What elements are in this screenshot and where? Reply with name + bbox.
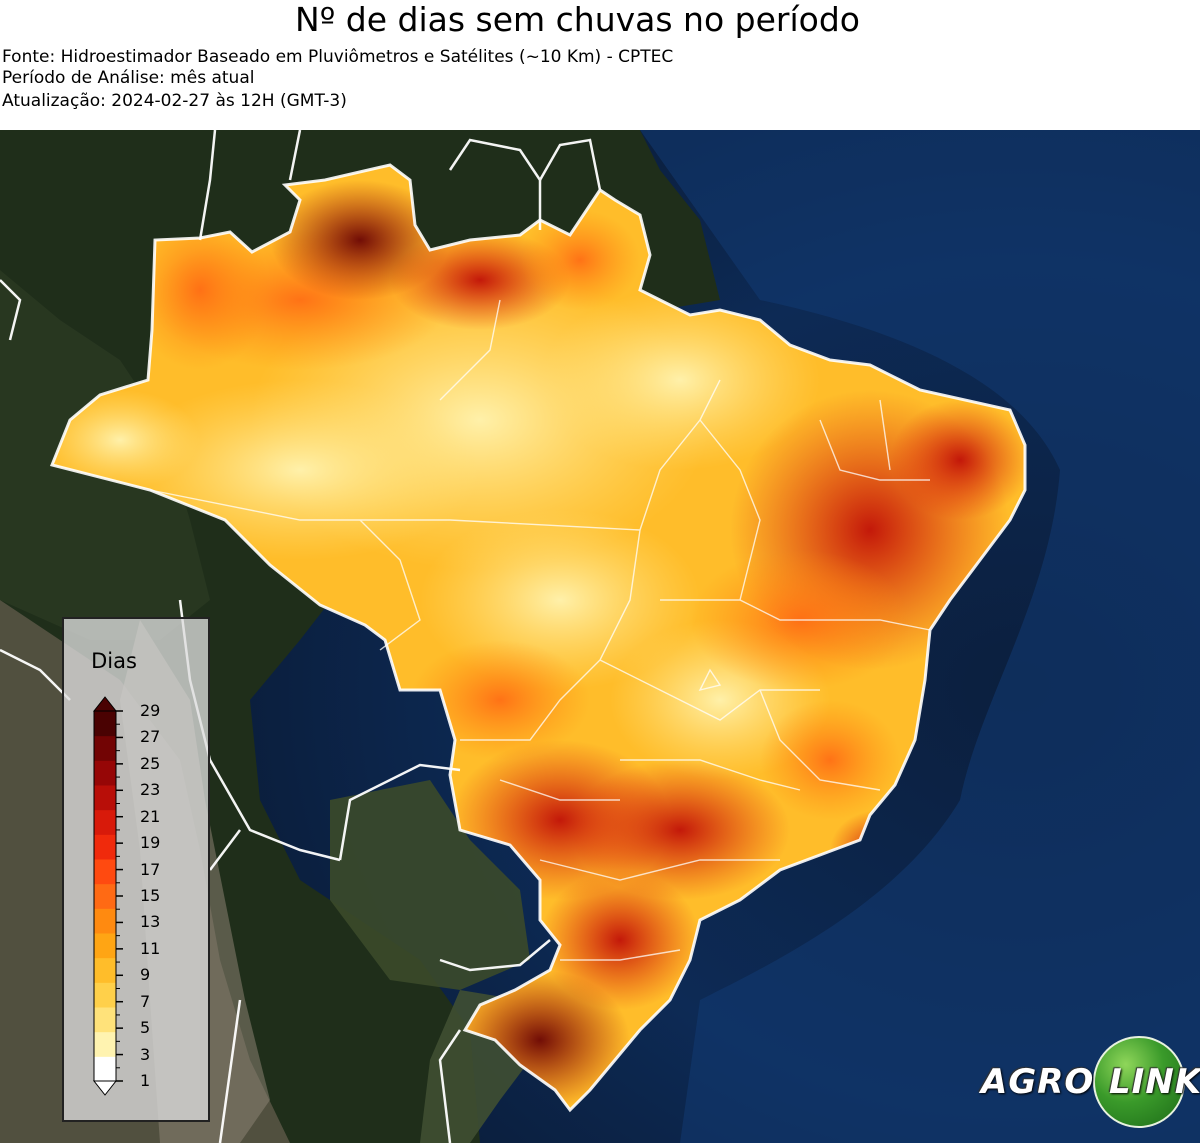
- colorbar-tick-label: 15: [140, 886, 161, 905]
- colorbar-tick-label: 19: [140, 833, 161, 853]
- colorbar-segment: [94, 809, 116, 835]
- legend-title: Dias: [91, 649, 137, 673]
- map-title: Nº de dias sem chuvas no período: [295, 0, 860, 39]
- colorbar-segment: [94, 1056, 116, 1082]
- colorbar-min-arrow: [92, 1080, 118, 1096]
- colorbar-tick-label: 21: [140, 806, 161, 826]
- colorbar-tick-label: 13: [140, 912, 161, 932]
- colorbar-tick-label: 27: [140, 727, 161, 747]
- map-svg: [0, 130, 1200, 1143]
- colorbar-tick-label: 29: [140, 701, 161, 720]
- colorbar-tick-label: 3: [140, 1044, 151, 1064]
- color-legend: Dias 29 27 25 23 21 19 17 15 13 11 9 7 5 3 1: [62, 617, 210, 1122]
- colorbar-tick-label: 11: [140, 938, 161, 958]
- colorbar-tick-label: 1: [140, 1071, 151, 1090]
- colorbar-segment: [94, 908, 116, 934]
- period-text: Período de Análise: mês atual: [2, 68, 255, 88]
- colorbar-tick-label: 9: [140, 965, 151, 985]
- agrolink-logo: AGRO LINK: [975, 1030, 1200, 1128]
- colorbar-tick-label: 7: [140, 991, 151, 1011]
- colorbar-tick-label: 5: [140, 1018, 151, 1038]
- legend-colorbar: [92, 696, 123, 1096]
- logo-text-agro: AGRO: [981, 1062, 1095, 1102]
- colorbar-segment: [94, 760, 116, 786]
- colorbar-tick-label: 23: [140, 780, 161, 800]
- colorbar-segment: [94, 711, 116, 737]
- colorbar-segment: [94, 785, 116, 811]
- source-text: Fonte: Hidroestimador Baseado em Pluviôm…: [2, 47, 674, 67]
- logo-text-link: LINK: [1109, 1062, 1200, 1102]
- colorbar-segment: [94, 1007, 116, 1033]
- colorbar-segment: [94, 957, 116, 983]
- colorbar-segment: [94, 982, 116, 1008]
- state-borders: [149, 299, 931, 961]
- colorbar-segment: [94, 1031, 116, 1057]
- colorbar-tick-label: 25: [140, 753, 161, 773]
- colorbar-segment: [94, 859, 116, 885]
- colorbar-segment: [94, 933, 116, 959]
- update-text: Atualização: 2024-02-27 às 12H (GMT-3): [2, 91, 347, 111]
- colorbar-tick-label: 17: [140, 859, 161, 879]
- map-panel[interactable]: [0, 130, 1200, 1143]
- colorbar-segment: [94, 834, 116, 860]
- colorbar-segment: [94, 735, 116, 761]
- colorbar-max-arrow: [92, 696, 118, 712]
- logo-globe: [1093, 1036, 1185, 1128]
- colorbar-segment: [94, 883, 116, 909]
